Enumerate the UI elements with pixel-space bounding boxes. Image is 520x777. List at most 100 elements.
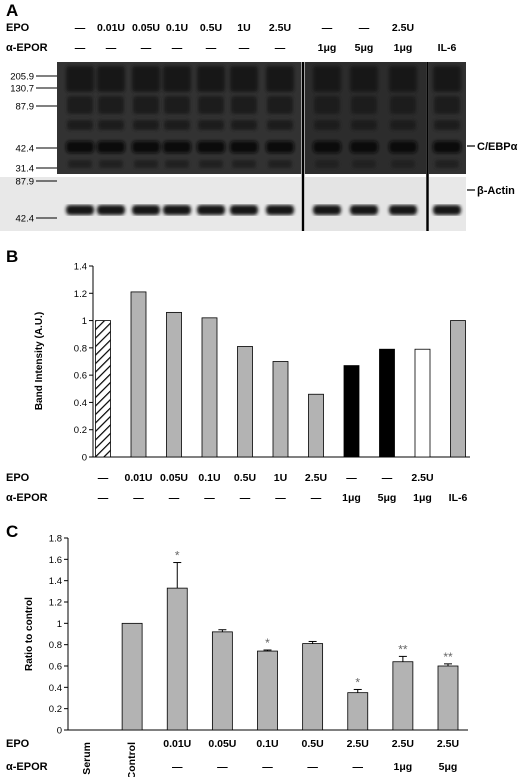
actin-band xyxy=(230,205,258,215)
bar xyxy=(302,643,324,731)
panel-c-epo-row: Serum Control 0.01U 0.05U 0.1U 0.5U 2.5U 2.5U 2.… xyxy=(81,738,459,777)
panel-c-letter: C xyxy=(6,522,18,541)
actin-band xyxy=(66,205,94,215)
aepor-dose-label: — xyxy=(206,42,217,54)
aepor-dose-label: — xyxy=(239,42,250,54)
blot-divider xyxy=(0,174,470,177)
aepor-dose-label: — xyxy=(204,492,215,504)
aepor-dose-label: 5μg xyxy=(355,42,374,54)
epo-dose-label: 0.01U xyxy=(97,22,125,34)
bar xyxy=(130,291,147,458)
epo-dose-label: Serum xyxy=(81,742,93,775)
mw-marker: 87.9 xyxy=(16,177,35,188)
c-ebpa-blot xyxy=(57,62,466,174)
aepor-dose-label: — xyxy=(353,761,364,773)
aepor-dose-label: 1μg xyxy=(394,761,413,773)
bar xyxy=(237,346,253,458)
aepor-dose-label: — xyxy=(75,42,86,54)
aepor-dose-label: 1μg xyxy=(318,42,337,54)
y-tick-label: 1 xyxy=(57,619,62,630)
panel-a-aepor-label: α-EPOR xyxy=(6,42,48,54)
bar xyxy=(272,361,289,458)
panel-b-aepor-label: α-EPOR xyxy=(6,492,48,504)
band-intensity-chart: 0 0.2 0.4 0.6 0.8 1 1.2 1.4 Band Intensity (A.U.… xyxy=(34,262,470,464)
aepor-dose-label: — xyxy=(240,492,251,504)
ratio-to-control-chart: 0 0.2 0.4 0.6 0.8 1 1.2 1.4 1.6 1.8 Ratio to contr… xyxy=(24,534,468,737)
panel-a-epo-label: EPO xyxy=(6,22,30,34)
y-tick-label: 0.8 xyxy=(49,640,62,651)
epo-dose-label: — xyxy=(75,22,86,34)
epo-dose-label: 2.5U xyxy=(269,22,291,34)
panel-b-letter: B xyxy=(6,247,18,266)
y-tick-label: 0 xyxy=(82,453,87,464)
aepor-dose-label: — xyxy=(217,761,228,773)
epo-dose-label: — xyxy=(322,22,333,34)
y-tick-label: 0.6 xyxy=(49,662,62,673)
mw-marker: 205.9 xyxy=(10,72,34,83)
actin-band xyxy=(197,205,225,215)
aepor-dose-label: — xyxy=(169,492,180,504)
aepor-dose-label: — xyxy=(133,492,144,504)
epo-dose-label: 0.5U xyxy=(200,22,222,34)
epo-dose-label: 0.1U xyxy=(166,22,188,34)
bar xyxy=(308,393,324,458)
significance-marker: * xyxy=(175,549,180,563)
beta-actin-label: β-Actin xyxy=(477,185,515,197)
mw-marker: 87.9 xyxy=(16,102,35,113)
actin-band xyxy=(266,205,294,215)
beta-actin-blot xyxy=(0,176,466,231)
y-tick-label: 0.4 xyxy=(49,683,62,694)
actin-band xyxy=(389,205,417,215)
epo-dose-label: 0.5U xyxy=(302,738,324,750)
y-tick-label: 0.2 xyxy=(74,425,87,436)
epo-dose-label: — xyxy=(359,22,370,34)
panel-a-letter: A xyxy=(6,1,18,20)
panel-c-aepor-row: — — — — — 1μg 5μg xyxy=(172,761,457,773)
epo-dose-label: 0.01U xyxy=(124,472,152,484)
panel-b-aepor-row: — — — — — — — 1μg 5μg 1μg IL-6 xyxy=(98,492,468,504)
mw-marker: 42.4 xyxy=(16,214,35,225)
y-axis-label: Ratio to control xyxy=(24,597,35,671)
epo-dose-label: 2.5U xyxy=(392,738,414,750)
actin-band xyxy=(313,205,341,215)
mw-marker: 130.7 xyxy=(10,84,34,95)
aepor-dose-label: — xyxy=(311,492,322,504)
bar xyxy=(450,320,466,458)
epo-dose-label: 1U xyxy=(274,472,287,484)
mw-marker: 31.4 xyxy=(16,164,35,175)
epo-dose-label: — xyxy=(346,472,357,484)
epo-dose-label: — xyxy=(98,472,109,484)
bar xyxy=(121,622,143,731)
significance-marker: ** xyxy=(443,650,453,664)
bar xyxy=(392,661,414,731)
aepor-dose-label: 1μg xyxy=(413,492,432,504)
y-tick-label: 1.2 xyxy=(74,289,87,300)
y-axis-label: Band Intensity (A.U.) xyxy=(34,312,45,410)
y-tick-label: 1.4 xyxy=(74,262,87,273)
panel-a-epo-row: — 0.01U 0.05U 0.1U 0.5U 1U 2.5U — — 2.5U xyxy=(75,22,414,34)
y-tick-label: 0.6 xyxy=(74,371,87,382)
bar xyxy=(343,365,360,458)
y-tick-label: 1 xyxy=(82,316,87,327)
aepor-dose-label: — xyxy=(275,492,286,504)
epo-dose-label: — xyxy=(382,472,393,484)
epo-dose-label: Control xyxy=(126,742,138,777)
actin-band xyxy=(97,205,125,215)
y-tick-label: 1.2 xyxy=(49,598,62,609)
aepor-dose-label: — xyxy=(275,42,286,54)
epo-dose-label: 0.05U xyxy=(132,22,160,34)
bar xyxy=(347,692,369,731)
epo-dose-label: 2.5U xyxy=(305,472,327,484)
significance-marker: * xyxy=(265,636,270,650)
epo-dose-label: 0.1U xyxy=(198,472,220,484)
aepor-dose-label: — xyxy=(141,42,152,54)
y-tick-label: 0.4 xyxy=(74,398,87,409)
bar xyxy=(166,587,188,731)
significance-marker: * xyxy=(355,675,360,689)
y-tick-label: 1.6 xyxy=(49,555,62,566)
aepor-dose-label: 5μg xyxy=(378,492,397,504)
actin-band xyxy=(433,205,461,215)
actin-band xyxy=(163,205,191,215)
